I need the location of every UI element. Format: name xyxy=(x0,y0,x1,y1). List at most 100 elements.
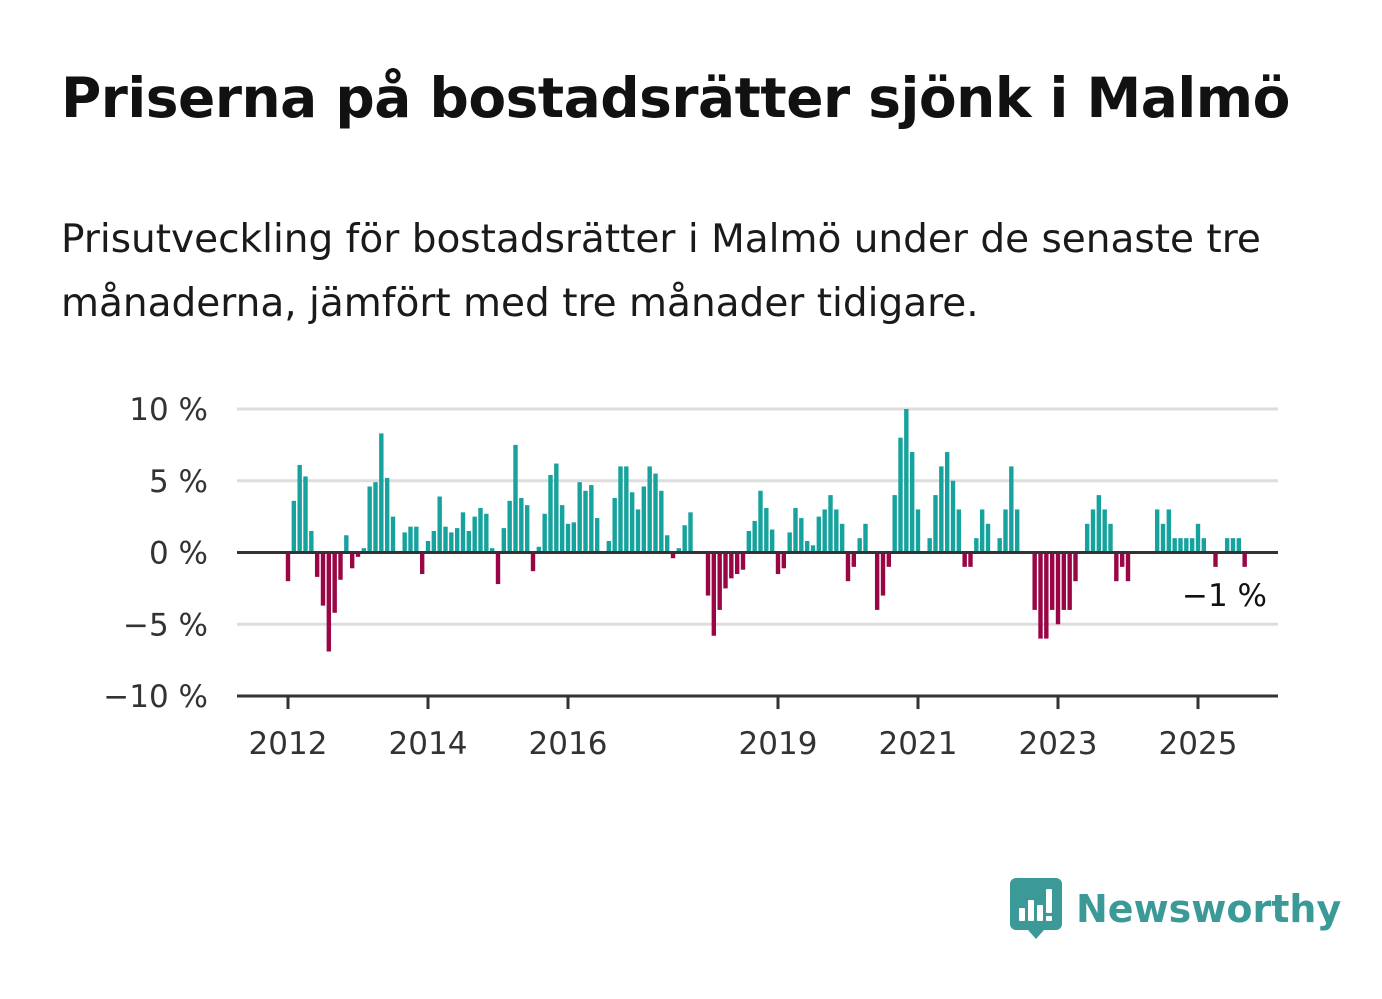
bar xyxy=(1073,552,1078,582)
bar xyxy=(711,552,717,636)
bar xyxy=(705,552,711,596)
bar xyxy=(554,463,559,553)
bar xyxy=(583,490,588,553)
bar xyxy=(1084,523,1090,553)
y-tick-label: −10 % xyxy=(103,679,208,715)
bar xyxy=(874,552,880,610)
bar xyxy=(764,508,769,553)
bar xyxy=(1125,552,1131,582)
bar xyxy=(740,552,746,570)
last-value-label: −1 % xyxy=(1182,578,1267,614)
bar xyxy=(326,552,332,652)
bar xyxy=(349,552,355,569)
bar xyxy=(594,518,600,553)
bar xyxy=(285,552,291,582)
bar xyxy=(635,509,641,553)
bar xyxy=(606,541,612,553)
bar xyxy=(781,552,787,569)
bar xyxy=(828,495,833,553)
bar xyxy=(816,516,822,553)
bar xyxy=(717,552,722,610)
bar xyxy=(863,523,868,553)
bar xyxy=(979,509,985,553)
bar xyxy=(688,512,693,553)
bar xyxy=(752,520,757,553)
bar xyxy=(682,525,687,553)
bar xyxy=(985,523,991,553)
bar xyxy=(454,528,460,553)
bar xyxy=(1055,552,1061,625)
bar xyxy=(939,466,944,553)
bar xyxy=(297,464,302,553)
bar xyxy=(1038,552,1043,639)
bar xyxy=(787,532,792,553)
bar xyxy=(1160,523,1166,553)
bar xyxy=(1195,523,1201,553)
bar xyxy=(1108,523,1113,553)
bars xyxy=(285,409,1247,652)
bar xyxy=(402,532,407,553)
bar xyxy=(898,437,903,553)
axes xyxy=(237,551,1278,709)
x-tick-label: 2023 xyxy=(1019,726,1098,762)
bar xyxy=(612,497,617,553)
bar xyxy=(915,509,921,553)
bar xyxy=(909,452,915,553)
bar xyxy=(507,500,512,553)
bar xyxy=(332,552,337,613)
bar xyxy=(734,552,740,575)
tick-labels: 10 % 5 % 0 % −5 % −10 % 2012 2014 2016 2019 2021 2… xyxy=(103,392,1267,762)
bar xyxy=(927,538,932,553)
bar xyxy=(344,535,349,553)
x-tick-label: 2016 xyxy=(529,726,608,762)
bar xyxy=(1114,552,1119,582)
bar xyxy=(449,532,454,553)
bar xyxy=(1230,538,1236,553)
bar xyxy=(1102,509,1107,553)
bar xyxy=(810,545,816,553)
bar xyxy=(408,526,413,553)
bar xyxy=(1014,509,1020,553)
bar xyxy=(950,480,956,553)
bar xyxy=(361,548,367,553)
bar xyxy=(548,475,553,553)
bar xyxy=(1009,466,1014,553)
bar xyxy=(524,505,530,553)
bar xyxy=(495,552,501,585)
y-tick-label: −5 % xyxy=(123,607,208,643)
bar xyxy=(1189,538,1195,553)
x-tick-label: 2021 xyxy=(879,726,958,762)
bar xyxy=(799,518,804,553)
bar xyxy=(1213,552,1218,567)
bar xyxy=(489,548,495,553)
bar xyxy=(904,409,909,553)
bar xyxy=(769,529,775,553)
bar xyxy=(291,500,297,553)
bar xyxy=(589,485,594,553)
bar xyxy=(466,530,472,553)
bar xyxy=(1166,509,1172,553)
bar xyxy=(530,552,536,572)
bar xyxy=(1172,538,1177,553)
y-tick-label: 0 % xyxy=(149,536,208,572)
bar xyxy=(536,546,542,553)
bar xyxy=(793,508,798,553)
bar xyxy=(647,466,652,553)
bar xyxy=(379,433,384,553)
bar xyxy=(437,496,442,553)
bar xyxy=(501,528,507,553)
bar xyxy=(472,516,477,553)
bar xyxy=(1090,509,1096,553)
bar xyxy=(851,552,857,567)
bar xyxy=(425,541,431,553)
bar xyxy=(857,538,862,553)
bar xyxy=(629,492,635,553)
bar xyxy=(997,538,1002,553)
bar xyxy=(460,512,466,553)
bar xyxy=(624,466,629,553)
bar xyxy=(676,548,682,553)
newsworthy-logo-icon xyxy=(1010,878,1062,939)
brand-name: Newsworthy xyxy=(1076,887,1342,931)
bar xyxy=(1201,538,1207,553)
grid-lines xyxy=(237,407,1278,626)
